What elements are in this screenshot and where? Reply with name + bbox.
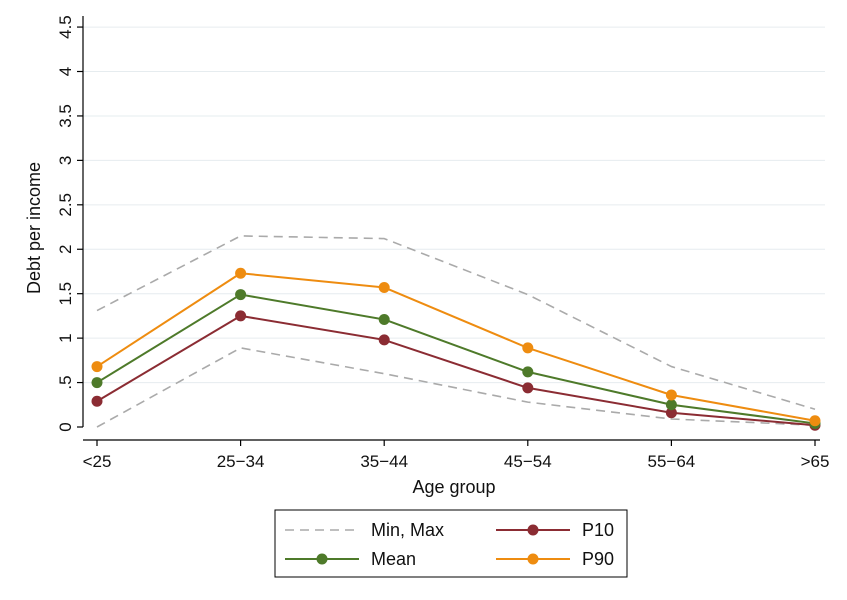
y-tick-label: 1.5: [56, 282, 75, 306]
data-point-p90: [91, 361, 103, 373]
data-point-p90: [522, 342, 534, 354]
y-tick-label: 2: [56, 245, 75, 254]
legend-label: Mean: [371, 549, 416, 569]
data-point-mean: [522, 366, 534, 378]
data-point-p90: [378, 281, 390, 293]
x-tick-label: 55−64: [648, 452, 696, 471]
data-point-mean: [378, 313, 390, 325]
data-point-mean: [91, 377, 103, 389]
gridlines: [83, 26, 825, 384]
legend-label: P90: [582, 549, 614, 569]
y-tick-label: 4: [56, 67, 75, 76]
x-tick-label: >65: [801, 452, 830, 471]
legend: Min, Max P10 Mean P90: [274, 509, 628, 578]
series-line-max: [96, 235, 816, 410]
legend-box: [274, 509, 628, 578]
series-p90: [91, 267, 821, 427]
data-point-p10: [91, 395, 103, 407]
series-min: [96, 347, 816, 428]
legend-label: Min, Max: [371, 520, 444, 540]
x-tick-label: 25−34: [217, 452, 265, 471]
y-tick-label: .5: [56, 375, 75, 389]
x-tick-label: 35−44: [360, 452, 408, 471]
data-point-p10: [235, 310, 247, 322]
legend-item-p90: P90: [496, 549, 614, 569]
legend-label: P10: [582, 520, 614, 540]
legend-item-min-max: Min, Max: [285, 520, 444, 540]
data-point-p90: [235, 267, 247, 279]
series-max: [96, 235, 816, 410]
y-axis-title: Debt per income: [24, 162, 44, 294]
data-point-mean: [665, 399, 677, 411]
data-point-p10: [378, 334, 390, 346]
y-tick-label: 4.5: [56, 15, 75, 39]
legend-item-p10: P10: [496, 520, 614, 540]
legend-marker: [527, 553, 539, 565]
x-tick-label: 45−54: [504, 452, 552, 471]
series-layer: [91, 235, 821, 431]
data-point-p10: [522, 382, 534, 394]
y-axis: 0 .5 1 1.5 2 2.5 3 3.5 4 4.5: [56, 15, 84, 432]
y-tick-label: 3.5: [56, 104, 75, 128]
data-point-p10: [665, 407, 677, 419]
data-point-p90: [809, 415, 821, 427]
data-point-mean: [235, 289, 247, 301]
data-point-p90: [665, 389, 677, 401]
series-line-mean: [96, 293, 816, 425]
legend-marker: [527, 524, 539, 536]
series-line-p10: [96, 314, 816, 427]
series-line-p90: [96, 272, 816, 422]
y-tick-label: 0: [56, 422, 75, 431]
x-tick-label: <25: [83, 452, 112, 471]
x-axis-title: Age group: [412, 477, 495, 497]
y-tick-label: 2.5: [56, 193, 75, 217]
legend-item-mean: Mean: [285, 549, 416, 569]
y-tick-label: 3: [56, 156, 75, 165]
series-line-min: [96, 347, 816, 428]
legend-marker: [316, 553, 328, 565]
x-axis: <25 25−34 35−44 45−54 55−64 >65: [83, 439, 830, 471]
y-tick-label: 1: [56, 333, 75, 342]
